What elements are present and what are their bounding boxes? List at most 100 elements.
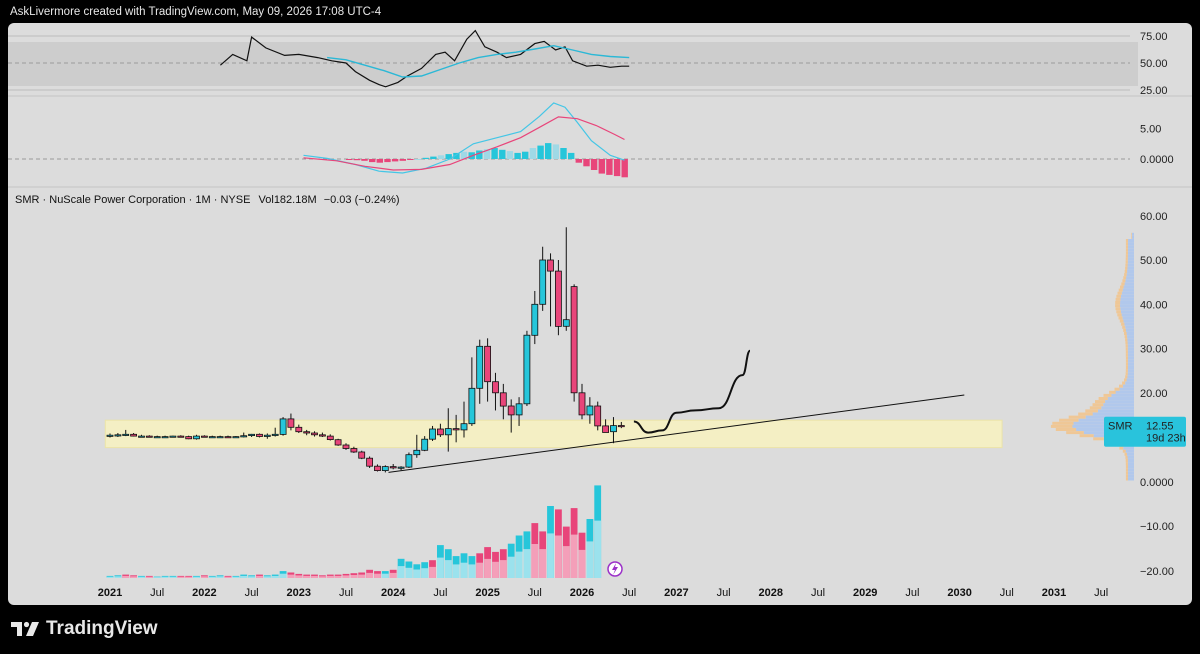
candle-body — [484, 345, 492, 383]
candle-body — [586, 405, 594, 416]
volume-profile-bar — [1127, 459, 1134, 462]
volume-ma-fill — [429, 566, 436, 578]
volume-profile-bar-sell — [1103, 393, 1112, 397]
candle-body — [444, 428, 452, 436]
volume-ma-fill — [106, 576, 114, 578]
legend-change: −0.03 (−0.24%) — [323, 194, 400, 206]
volume-profile-bar-sell — [1125, 266, 1128, 270]
volume-profile-bar-sell — [1125, 257, 1128, 261]
candle-body — [578, 392, 586, 416]
candle-body — [106, 434, 114, 437]
volume-profile-bar — [1120, 307, 1134, 311]
macd-histogram-bar — [514, 152, 521, 159]
volume-profile-bar-sell — [1124, 332, 1127, 335]
volume-profile-bar-sell — [1117, 291, 1122, 295]
volume-ma-fill — [334, 575, 342, 578]
macd-histogram-bar — [460, 151, 468, 159]
volume-ma-fill — [216, 576, 224, 578]
volume-profile-bar-sell — [1109, 390, 1116, 394]
volume-ma-fill — [374, 573, 381, 578]
x-axis-label: 2028 — [759, 587, 783, 599]
volume-ma-fill — [492, 561, 499, 578]
volume-profile-bar-sell — [1125, 245, 1128, 249]
candle-body — [413, 449, 421, 456]
candle-body — [381, 466, 389, 472]
volume-profile-bar — [1128, 471, 1134, 475]
volume-profile-bar-sell — [1125, 359, 1128, 363]
candle-body — [287, 418, 295, 428]
volume-ma-fill — [153, 577, 161, 578]
volume-profile-bar-sell — [1118, 288, 1123, 292]
volume-profile-bar — [1126, 328, 1134, 332]
volume-profile-bar-sell — [1125, 248, 1128, 252]
volume-ma-fill — [381, 573, 389, 578]
macd-pane — [8, 95, 1192, 188]
candle-body — [208, 436, 216, 439]
volume-profile-bar — [1122, 384, 1134, 388]
x-axis-label: 2026 — [570, 587, 594, 599]
price-axis-label: 40.00 — [1140, 299, 1168, 311]
candle-body — [177, 435, 185, 438]
macd-histogram-bar — [453, 152, 460, 159]
symbol-legend[interactable]: SMR · NuScale Power Corporation · 1M · N… — [15, 194, 400, 206]
macd-histogram-bar — [361, 159, 368, 161]
volume-ma-fill — [358, 574, 366, 578]
macd-histogram-bar — [522, 151, 529, 159]
price-tag-countdown: 19d 23h — [1146, 433, 1186, 445]
volume-ma-fill — [161, 576, 169, 578]
volume-ma-fill — [413, 569, 421, 578]
volume-profile-bar-sell — [1098, 397, 1108, 400]
volume-profile-bar-sell — [1120, 285, 1124, 289]
volume-ma-fill — [578, 549, 586, 578]
price-axis-label: −20.00 — [1140, 566, 1174, 578]
volume-profile-bar — [1124, 322, 1134, 326]
volume-ma-fill — [232, 576, 240, 578]
macd-histogram-bar — [560, 148, 567, 159]
volume-profile-bar-sell — [1125, 465, 1128, 469]
volume-ma-fill — [397, 566, 405, 578]
volume-ma-fill — [295, 575, 303, 578]
volume-profile-bar — [1128, 245, 1134, 249]
candle-body — [374, 465, 381, 472]
volume-profile-bar — [1127, 375, 1134, 379]
price-axis-label: 60.00 — [1140, 211, 1168, 223]
x-axis-label: 2021 — [98, 587, 122, 599]
volume-profile-bar-sell — [1125, 251, 1128, 255]
candle-body — [279, 418, 287, 435]
macd-histogram-bar — [552, 144, 560, 159]
candle-body — [389, 466, 397, 469]
price-axis-label: 0.0000 — [1140, 477, 1174, 489]
volume-profile-bar — [1127, 350, 1134, 354]
volume-ma-fill — [421, 568, 429, 578]
volume-profile-bar — [1127, 452, 1134, 456]
volume-profile-bar — [1120, 297, 1134, 301]
macd-histogram-bar — [529, 148, 537, 159]
volume-profile-bar — [1127, 344, 1134, 348]
candle-body — [161, 436, 169, 439]
volume-ma-fill — [169, 576, 177, 578]
volume-profile-bar-sell — [1125, 366, 1128, 369]
macd-histogram-bar — [483, 149, 491, 159]
volume-ma-fill — [326, 575, 334, 578]
volume-profile-bar — [1126, 273, 1134, 277]
volume-ma-fill — [342, 575, 350, 578]
volume-profile-bar — [1119, 387, 1134, 391]
legend-sep: · — [213, 194, 221, 206]
x-axis-label: Jul — [905, 587, 919, 599]
volume-ma-fill — [499, 560, 507, 578]
tradingview-logo[interactable]: TradingView — [10, 618, 158, 640]
trendline — [388, 394, 965, 473]
volume-profile-bar — [1128, 251, 1134, 255]
volume-ma-fill — [240, 575, 248, 578]
volume-profile-bar — [1128, 359, 1134, 363]
macd-histogram-bar — [583, 159, 590, 167]
candle-body — [326, 435, 334, 441]
candle-body — [350, 448, 358, 453]
x-axis-label: Jul — [717, 587, 731, 599]
x-axis-label: Jul — [245, 587, 259, 599]
legend-exchange: NYSE — [220, 194, 251, 206]
volume-ma-fill — [389, 572, 397, 578]
volume-ma-fill — [145, 576, 153, 578]
volume-profile-bar-sell — [1115, 297, 1121, 301]
